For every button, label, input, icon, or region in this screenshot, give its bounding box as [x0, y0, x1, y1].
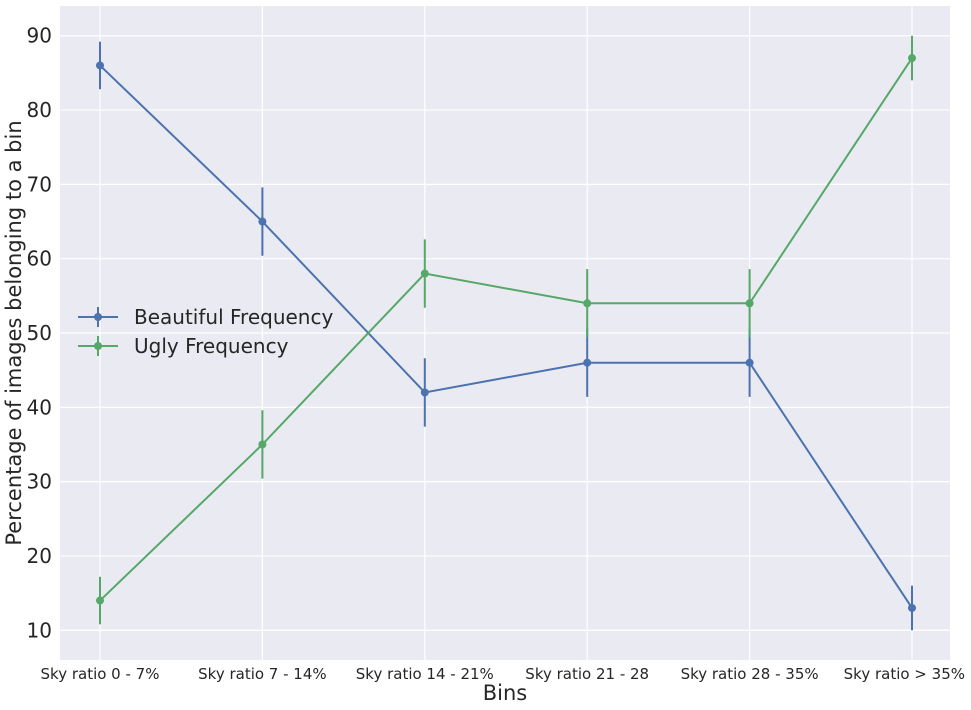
y-tick-label: 80: [27, 98, 52, 122]
data-point: [583, 299, 592, 308]
y-tick-labels: 10 20 30 40 50 60 70 80 90: [27, 24, 52, 643]
y-tick-label: 60: [27, 247, 52, 271]
data-point: [258, 217, 267, 226]
y-tick-label: 10: [27, 618, 52, 642]
data-point: [745, 358, 754, 367]
series-group: [96, 35, 916, 631]
data-point: [96, 596, 104, 605]
legend-entry: Ugly Frequency: [78, 334, 289, 358]
data-point: [96, 61, 104, 70]
y-axis-label: Percentage of images belonging to a bin: [2, 120, 26, 545]
series-line: [99, 64, 913, 609]
x-tick-label: Sky ratio > 35%: [844, 665, 965, 683]
y-tick-label: 90: [27, 24, 52, 48]
data-point: [745, 299, 754, 308]
grid: [60, 6, 950, 660]
data-point: [908, 603, 916, 612]
x-tick-label: Sky ratio 28 - 35%: [681, 665, 819, 683]
data-point: [420, 388, 429, 397]
data-point: [583, 358, 592, 367]
x-tick-label: Sky ratio 21 - 28: [525, 665, 649, 683]
y-tick-label: 20: [27, 544, 52, 568]
x-axis-label: Bins: [483, 681, 528, 705]
legend-marker: [94, 342, 102, 350]
x-tick-label: Sky ratio 0 - 7%: [41, 665, 160, 683]
x-tick-labels: Sky ratio 0 - 7% Sky ratio 7 - 14% Sky rat…: [41, 665, 965, 683]
y-tick-label: 50: [27, 321, 52, 345]
series-beautiful: [96, 41, 916, 631]
y-tick-label: 40: [27, 395, 52, 419]
series-line: [99, 57, 913, 602]
x-tick-label: Sky ratio 7 - 14%: [198, 665, 327, 683]
legend: Beautiful Frequency Ugly Frequency: [78, 305, 333, 358]
legend-label: Ugly Frequency: [134, 334, 289, 358]
x-tick-label: Sky ratio 14 - 21%: [356, 665, 494, 683]
data-point: [420, 269, 429, 278]
legend-entry: Beautiful Frequency: [78, 305, 333, 329]
legend-marker: [94, 313, 102, 321]
legend-label: Beautiful Frequency: [134, 305, 333, 329]
y-tick-label: 30: [27, 470, 52, 494]
y-tick-label: 70: [27, 172, 52, 196]
data-point: [908, 54, 916, 63]
series-ugly: [96, 35, 916, 625]
data-point: [258, 440, 267, 449]
